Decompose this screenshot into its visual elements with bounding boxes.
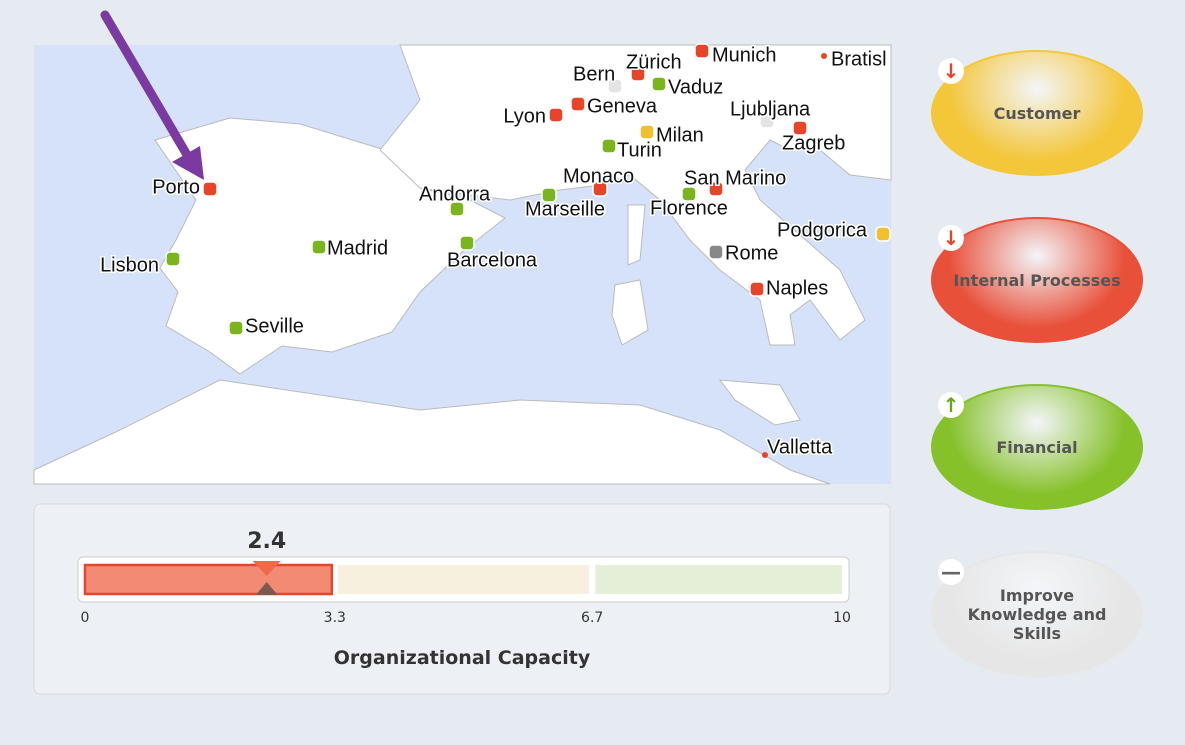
city-label: Florence [650, 197, 728, 219]
city-label: Porto [152, 176, 200, 198]
city-label: San Marino [684, 167, 786, 189]
gauge-tick-label: 10 [833, 610, 851, 626]
city-marker [228, 320, 244, 336]
gauge-tick-label: 3.3 [324, 610, 346, 626]
gauge-pointer [252, 561, 281, 576]
gauge-band [337, 565, 590, 594]
city-marker [541, 187, 557, 203]
city-marker [592, 181, 608, 197]
city-marker [762, 452, 768, 458]
city-label: Madrid [327, 237, 388, 259]
perspective[interactable]: Financial [931, 384, 1143, 510]
city-label: Naples [766, 277, 828, 299]
city-marker [875, 226, 891, 242]
city-marker [311, 239, 327, 255]
city-label: Andorra [419, 183, 491, 205]
perspective[interactable]: Internal Processes [931, 217, 1143, 343]
city-marker [708, 244, 724, 260]
city-marker [681, 186, 697, 202]
city-label: Barcelona [447, 249, 538, 271]
city-label: Milan [656, 124, 704, 146]
perspective[interactable]: Improve Knowledge and Skills [931, 551, 1143, 677]
city-label: Rome [725, 242, 778, 264]
gauge-label: Organizational Capacity [334, 647, 591, 669]
city-label: Bratisl [831, 48, 887, 70]
city-label: Munich [712, 44, 776, 66]
city-marker [821, 53, 827, 59]
trend-icon: — [938, 559, 964, 585]
trend-icon: ↑ [938, 392, 964, 418]
city-marker [630, 66, 646, 82]
city-label: Lyon [503, 105, 546, 127]
city-label: Vaduz [668, 76, 723, 98]
gauge-band [595, 565, 842, 594]
city-marker [792, 120, 808, 136]
trend-icon: ↓ [938, 58, 964, 84]
map: Porto Lisbon Madrid Seville Andorra Barcelona… [33, 10, 892, 485]
city-label: Podgorica [777, 219, 868, 241]
gauge-band [83, 563, 334, 596]
city-label: Lisbon [100, 254, 159, 276]
city-label: Ljubljana [730, 98, 811, 120]
city-label: Zürich [626, 51, 682, 73]
city-label: Valletta [767, 436, 833, 458]
city-label: Turin [617, 139, 662, 161]
city-label: Marseille [525, 198, 605, 220]
city-label: Seville [245, 315, 304, 337]
city-marker [694, 43, 710, 59]
city-marker [749, 281, 765, 297]
city-marker [459, 235, 475, 251]
city-marker [165, 251, 181, 267]
city-marker [548, 107, 564, 123]
city-label: Bern [573, 63, 615, 85]
gauge-tick-label: 6.7 [581, 610, 603, 626]
trend-icon: ↓ [938, 225, 964, 251]
city-label: Zagreb [782, 132, 845, 154]
city-marker [202, 181, 218, 197]
city-label: Geneva [587, 95, 658, 117]
city-marker [759, 113, 775, 129]
gauge-value: 2.4 [247, 529, 286, 554]
gauge-tick-label: 0 [81, 610, 90, 626]
city-marker [708, 181, 724, 197]
city-marker [639, 124, 655, 140]
city-marker [607, 78, 623, 94]
perspective[interactable]: Customer [931, 50, 1143, 176]
city-marker [449, 201, 465, 217]
city-marker [601, 138, 617, 154]
gauge-pointer-base [255, 582, 278, 595]
city-label: Monaco [563, 165, 634, 187]
city-marker [570, 96, 586, 112]
city-marker [651, 76, 667, 92]
